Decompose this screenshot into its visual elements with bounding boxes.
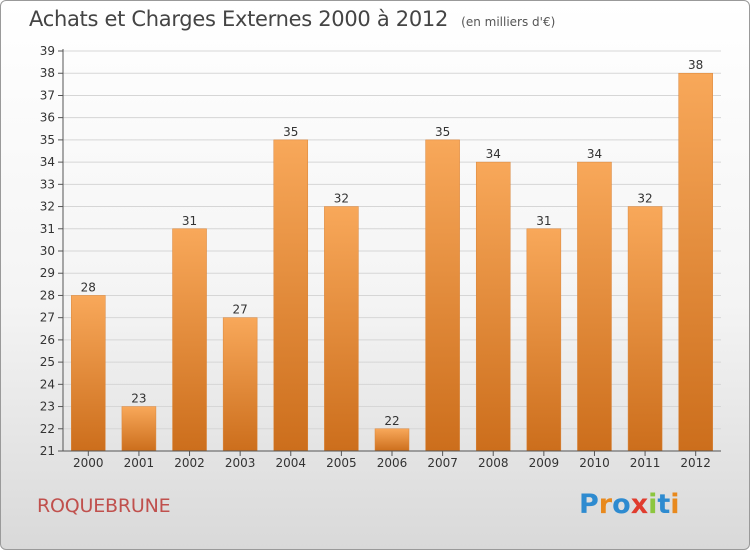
logo-letter: i <box>670 489 680 520</box>
y-tick-label: 27 <box>40 311 55 325</box>
x-tick-label: 2004 <box>275 456 306 470</box>
bar-2005[interactable] <box>324 206 359 452</box>
x-tick-label: 2007 <box>427 456 458 470</box>
data-label: 28 <box>81 280 96 294</box>
data-label: 31 <box>182 214 197 228</box>
x-tick-label: 2002 <box>174 456 205 470</box>
logo-letter: x <box>630 489 649 520</box>
bar-2007[interactable] <box>425 139 460 452</box>
data-label: 34 <box>587 147 602 161</box>
commune-name: ROQUEBRUNE <box>37 495 171 517</box>
data-label: 31 <box>536 214 551 228</box>
y-tick-label: 34 <box>40 155 55 169</box>
y-tick-label: 38 <box>40 66 55 80</box>
y-tick-label: 21 <box>40 444 55 458</box>
y-tick-label: 30 <box>40 244 55 258</box>
data-label: 38 <box>688 58 703 72</box>
y-axis-ticks: 21 22 23 24 25 26 27 28 29 30 31 32 33 34 35 36 37 38 39 <box>40 44 63 458</box>
chart-unit: (en milliers d'€) <box>461 15 556 29</box>
data-label: 35 <box>283 125 298 139</box>
axes <box>62 49 721 452</box>
logo-letter: i <box>648 489 658 520</box>
chart-title-block: Achats et Charges Externes 2000 à 2012 (… <box>29 7 555 31</box>
x-tick-label: 2008 <box>478 456 509 470</box>
data-label: 35 <box>435 125 450 139</box>
bars <box>71 72 713 452</box>
bar-2006[interactable] <box>374 428 410 452</box>
y-tick-label: 28 <box>40 288 55 302</box>
y-tick-label: 26 <box>40 333 55 347</box>
bar-2000[interactable] <box>71 295 106 452</box>
data-label: 27 <box>233 303 248 317</box>
y-tick-label: 39 <box>40 44 55 58</box>
x-tick-label: 2011 <box>630 456 661 470</box>
bar-2002[interactable] <box>172 228 207 452</box>
y-tick-label: 36 <box>40 111 55 125</box>
data-label: 34 <box>486 147 501 161</box>
bar-2003[interactable] <box>222 317 258 452</box>
logo-letter: P <box>579 489 599 520</box>
x-tick-label: 2003 <box>225 456 256 470</box>
bar-2001[interactable] <box>121 406 157 452</box>
bar-2010[interactable] <box>577 161 612 452</box>
bar-2009[interactable] <box>526 228 562 452</box>
y-tick-label: 33 <box>40 177 55 191</box>
x-tick-label: 2006 <box>377 456 408 470</box>
x-axis-ticks: 2000 2001 2002 2003 2004 2005 2006 2007 2008 2009… <box>73 451 711 470</box>
x-tick-label: 2009 <box>529 456 560 470</box>
data-labels: 28 23 31 27 35 32 22 35 34 31 34 32 38 <box>81 58 704 428</box>
data-label: 23 <box>131 392 146 406</box>
logo-letter: t <box>657 489 671 520</box>
data-label: 22 <box>384 414 399 428</box>
x-tick-label: 2005 <box>326 456 357 470</box>
y-tick-label: 23 <box>40 400 55 414</box>
y-tick-label: 35 <box>40 133 55 147</box>
logo-letter: o <box>612 489 631 520</box>
y-tick-label: 24 <box>40 377 55 391</box>
grid-lines <box>63 50 721 452</box>
y-tick-label: 31 <box>40 222 55 236</box>
y-tick-label: 29 <box>40 266 55 280</box>
y-tick-label: 22 <box>40 422 55 436</box>
data-label: 32 <box>637 192 652 206</box>
proxiti-logo[interactable]: Proxiti <box>579 489 680 520</box>
bar-2011[interactable] <box>627 206 663 452</box>
y-tick-label: 32 <box>40 200 55 214</box>
x-tick-label: 2012 <box>680 456 711 470</box>
logo-letter: r <box>598 489 613 520</box>
y-tick-label: 25 <box>40 355 55 369</box>
bar-2012[interactable] <box>678 72 713 452</box>
data-label: 32 <box>334 192 349 206</box>
y-tick-label: 37 <box>40 88 55 102</box>
bar-2008[interactable] <box>475 161 511 452</box>
chart-title: Achats et Charges Externes 2000 à 2012 <box>29 7 449 31</box>
bar-2004[interactable] <box>273 139 309 452</box>
x-tick-label: 2010 <box>579 456 610 470</box>
x-tick-label: 2000 <box>73 456 104 470</box>
x-tick-label: 2001 <box>124 456 155 470</box>
